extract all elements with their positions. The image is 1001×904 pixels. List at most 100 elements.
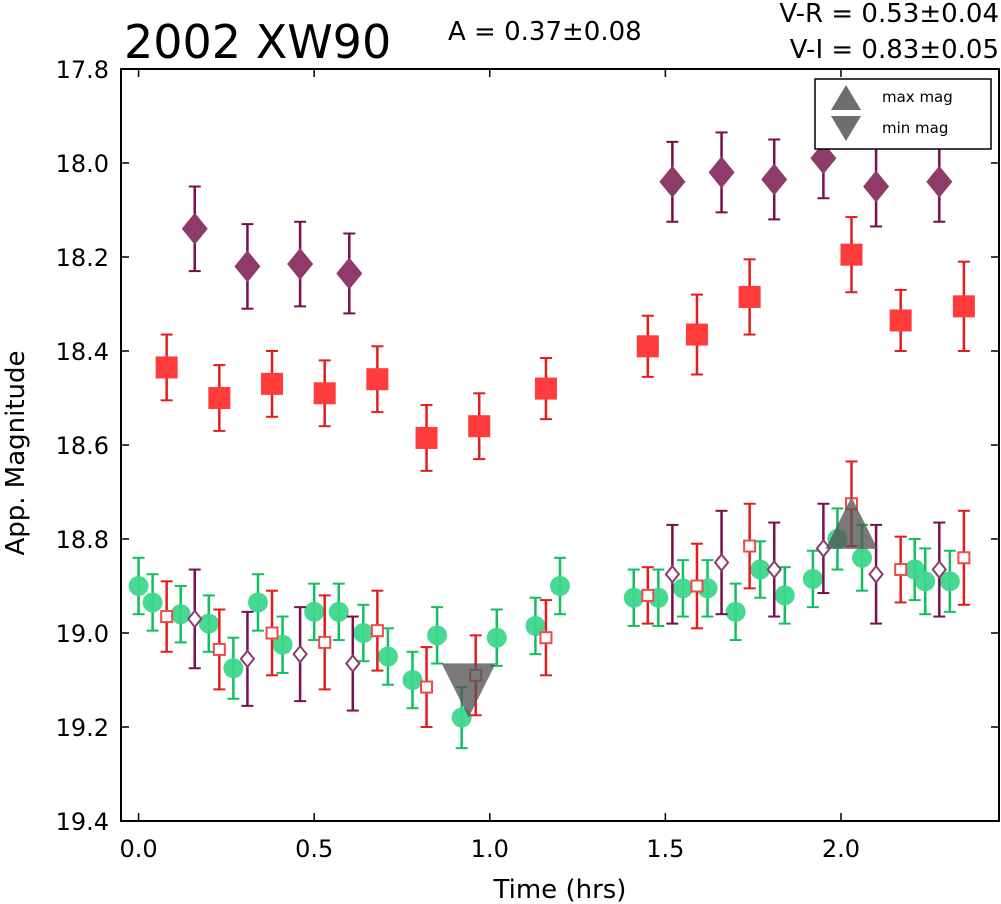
legend: max mag min mag — [814, 78, 992, 150]
legend-max-marker-icon — [831, 85, 861, 110]
data-point — [272, 634, 293, 655]
data-point — [142, 592, 163, 613]
data-point — [292, 644, 308, 664]
legend-max-label: max mag — [882, 88, 953, 106]
data-point — [318, 635, 332, 649]
data-point — [915, 571, 936, 592]
data-point — [623, 587, 644, 608]
data-point — [212, 642, 226, 656]
data-point — [868, 564, 884, 584]
data-point — [766, 559, 783, 580]
y-tick-label: 18.2 — [56, 244, 109, 272]
data-point — [468, 415, 491, 438]
max-mag-marker — [825, 496, 878, 549]
data-point — [713, 552, 730, 573]
y-tick-label: 18.6 — [56, 432, 109, 460]
data-point — [863, 170, 890, 203]
data-point — [155, 356, 178, 379]
data-point — [957, 551, 971, 565]
data-point — [336, 257, 363, 290]
data-point — [234, 250, 261, 283]
data-point — [160, 610, 174, 624]
data-point — [128, 576, 149, 596]
data-point — [170, 604, 191, 625]
data-point — [738, 285, 761, 308]
y-tick-label: 18.0 — [56, 150, 109, 178]
legend-min-label: min mag — [882, 119, 948, 137]
data-layer — [128, 117, 975, 750]
data-point — [550, 576, 570, 596]
data-point — [672, 578, 693, 599]
chart-title: 2002 XW90 — [124, 15, 391, 69]
data-point — [889, 309, 912, 332]
x-tick-label: 1.0 — [471, 835, 509, 863]
data-point — [802, 568, 823, 589]
x-tick-label: 1.5 — [646, 835, 684, 863]
y-tick-label: 18.4 — [56, 338, 109, 366]
x-tick-label: 2.0 — [822, 835, 860, 863]
data-point — [223, 658, 244, 679]
x-tick-label: 0.5 — [295, 835, 333, 863]
y-tick-label: 19.2 — [56, 714, 109, 742]
data-point — [641, 588, 655, 602]
series-4 — [186, 502, 948, 712]
data-point — [539, 631, 553, 645]
legend-min-marker-icon — [831, 116, 861, 141]
y-tick-label: 19.0 — [56, 620, 109, 648]
data-point — [926, 165, 953, 198]
data-point — [328, 601, 349, 622]
data-point — [265, 626, 279, 640]
data-point — [810, 142, 837, 175]
data-point — [743, 539, 757, 553]
data-point — [690, 579, 704, 593]
tick-layer: 0.0 0.5 1.0 1.5 2.0 17.8 18.0 18.2 18.4 18.6 18.8 1… — [56, 56, 999, 863]
data-point — [304, 601, 325, 622]
data-point — [750, 559, 771, 580]
data-point — [636, 335, 659, 358]
data-point — [761, 163, 788, 196]
color-v-i-label: V-I = 0.83±0.05 — [790, 35, 999, 65]
data-point — [534, 377, 557, 400]
data-point — [366, 368, 389, 391]
data-point — [952, 295, 975, 318]
data-point — [247, 592, 268, 613]
data-point — [852, 547, 873, 568]
data-point — [939, 571, 960, 592]
data-point — [239, 649, 256, 669]
min-mag-marker — [441, 663, 496, 718]
data-point — [370, 624, 384, 638]
data-point — [427, 625, 448, 646]
y-tick-label: 17.8 — [56, 56, 109, 84]
data-point — [486, 627, 507, 648]
data-point — [261, 372, 284, 395]
y-tick-label: 19.4 — [56, 808, 109, 836]
data-point — [894, 563, 908, 577]
series-2 — [128, 507, 960, 750]
data-point — [377, 646, 398, 667]
color-v-r-label: V-R = 0.53±0.04 — [779, 0, 999, 29]
data-point — [186, 609, 203, 629]
data-point — [525, 615, 546, 636]
data-point — [415, 426, 438, 449]
data-point — [208, 387, 231, 409]
data-point — [402, 670, 423, 690]
data-point — [353, 623, 374, 643]
data-point — [659, 165, 686, 198]
extrema-marker-layer — [441, 496, 878, 718]
series-1 — [155, 216, 975, 472]
data-point — [931, 559, 948, 580]
y-tick-label: 18.8 — [56, 526, 109, 554]
x-tick-label: 0.0 — [119, 835, 157, 863]
data-point — [840, 243, 863, 266]
data-point — [420, 680, 434, 694]
amplitude-label: A = 0.37±0.08 — [448, 17, 642, 47]
data-point — [774, 585, 795, 606]
data-point — [725, 601, 746, 622]
data-point — [181, 212, 208, 245]
series-0 — [181, 117, 953, 315]
data-point — [313, 382, 336, 405]
data-point — [708, 156, 735, 189]
y-axis-label: App. Magnitude — [1, 350, 31, 555]
x-axis-label: Time (hrs) — [493, 875, 627, 904]
